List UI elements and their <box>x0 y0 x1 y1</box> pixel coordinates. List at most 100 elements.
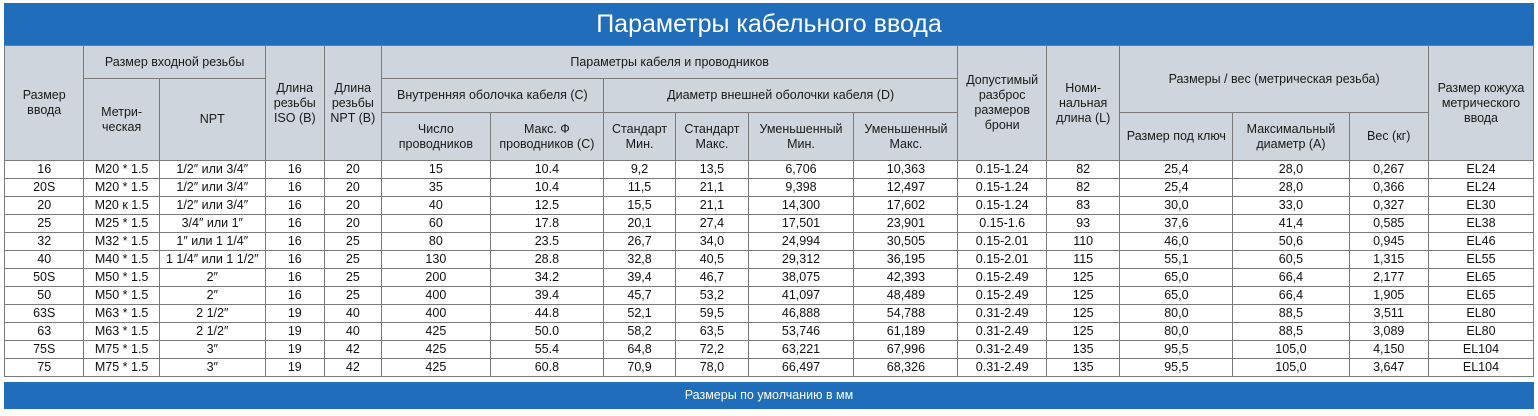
table-cell: 0.31-2.49 <box>957 304 1047 323</box>
table-title: Параметры кабельного ввода <box>4 3 1534 45</box>
table-cell: M75 * 1.5 <box>83 340 160 359</box>
table-cell: EL38 <box>1427 214 1535 233</box>
table-cell: 52,1 <box>602 304 677 323</box>
table-cell: 1 1/4″ или 1 1/2″ <box>158 250 266 269</box>
table-cell: 10,363 <box>853 160 959 179</box>
table-cell: M40 * 1.5 <box>83 250 160 269</box>
table-row: 20 M20 к 1.5 1/2″ или 3/4″ 16 20 40 12.5 15,5 21… <box>3 196 1535 215</box>
header-max-conductor-dia: Макс. Ф проводников (C) <box>489 112 604 161</box>
table-cell: 82 <box>1045 178 1121 197</box>
table-cell: 88,5 <box>1232 322 1350 341</box>
table-cell: 2,177 <box>1348 268 1429 287</box>
table-cell: EL24 <box>1427 160 1535 179</box>
table-cell: M63 * 1.5 <box>83 304 160 323</box>
table-cell: 0,585 <box>1348 214 1429 233</box>
table-cell: 0,267 <box>1348 160 1429 179</box>
table-cell: 46,888 <box>747 304 855 323</box>
table-cell: 16 <box>264 232 325 251</box>
table-cell: 54,788 <box>853 304 959 323</box>
header-outer-sheath-group: Диаметр внешней оболочки кабеля (D) <box>602 78 959 113</box>
units-note: Размеры по умолчанию в мм <box>4 382 1534 409</box>
table-cell: M50 * 1.5 <box>83 268 160 287</box>
table-cell: 1,315 <box>1348 250 1429 269</box>
table-cell: 16 <box>264 214 325 233</box>
table-cell: 0.15-2.01 <box>957 250 1047 269</box>
table-cell: 42 <box>323 340 382 359</box>
table-cell: 1″ или 1 1/4″ <box>158 232 266 251</box>
table-cell: 0.15-2.49 <box>957 268 1047 287</box>
table-cell: 36,195 <box>853 250 959 269</box>
header-npt: NPT <box>158 78 266 161</box>
table-cell: 66,497 <box>747 358 855 377</box>
table-cell: 88,5 <box>1232 304 1350 323</box>
header-conductor-count: Число проводников <box>380 112 491 161</box>
table-cell: 0.15-1.24 <box>957 178 1047 197</box>
table-cell: 16 <box>264 250 325 269</box>
table-cell: 30,505 <box>853 232 959 251</box>
table-cell: 61,189 <box>853 322 959 341</box>
table-cell: M20 * 1.5 <box>83 178 160 197</box>
table-row: 40 M40 * 1.5 1 1/4″ или 1 1/2″ 16 25 130 28.8 3… <box>3 250 1535 269</box>
table-cell: 40 <box>323 304 382 323</box>
table-cell: 41,097 <box>747 286 855 305</box>
table-cell: 4,150 <box>1348 340 1429 359</box>
table-cell: 25,4 <box>1119 160 1234 179</box>
table-cell: 17,602 <box>853 196 959 215</box>
table-cell: 20 <box>323 214 382 233</box>
table-cell: 50.0 <box>489 322 604 341</box>
table-cell: 66,4 <box>1232 286 1350 305</box>
table-cell: 38,075 <box>747 268 855 287</box>
table-cell: 33,0 <box>1232 196 1350 215</box>
table-cell: 15 <box>380 160 491 179</box>
table-cell: 46,0 <box>1119 232 1234 251</box>
table-cell: 12,497 <box>853 178 959 197</box>
table-cell: 63 <box>3 322 85 341</box>
table-cell: 42,393 <box>853 268 959 287</box>
table-cell: 135 <box>1045 340 1121 359</box>
table-cell: 28.8 <box>489 250 604 269</box>
table-cell: 83 <box>1045 196 1121 215</box>
table-cell: 0.31-2.49 <box>957 358 1047 377</box>
header-cable-group: Параметры кабеля и проводников <box>380 45 959 79</box>
table-cell: 63,221 <box>747 340 855 359</box>
table-cell: 400 <box>380 304 491 323</box>
table-cell: 20 <box>323 160 382 179</box>
table-cell: 12.5 <box>489 196 604 215</box>
table-cell: 425 <box>380 340 491 359</box>
table-cell: 95,5 <box>1119 340 1234 359</box>
table-cell: 50S <box>3 268 85 287</box>
header-weight: Вес (кг) <box>1348 112 1429 161</box>
table-cell: 105,0 <box>1232 340 1350 359</box>
table-cell: 28,0 <box>1232 178 1350 197</box>
table-cell: 125 <box>1045 286 1121 305</box>
table-cell: 64,8 <box>602 340 677 359</box>
table-cell: 59,5 <box>675 304 749 323</box>
header-dims-group: Размеры / вес (метрическая резьба) <box>1119 45 1429 113</box>
table-cell: 53,746 <box>747 322 855 341</box>
table-cell: EL80 <box>1427 322 1535 341</box>
table-cell: 35 <box>380 178 491 197</box>
table-cell: 66,4 <box>1232 268 1350 287</box>
header-nominal-length: Номи-нальная длина (L) <box>1045 45 1121 161</box>
header-armor-range: Допустимый разброс размеров брони <box>957 45 1047 161</box>
table-cell: 1/2″ или 3/4″ <box>158 160 266 179</box>
table-cell: 25 <box>323 268 382 287</box>
table-cell: M20 * 1.5 <box>83 160 160 179</box>
table-cell: 20 <box>323 178 382 197</box>
table-cell: 63,5 <box>675 322 749 341</box>
table-cell: 3,089 <box>1348 322 1429 341</box>
table-cell: 16 <box>264 160 325 179</box>
table-cell: 40 <box>380 196 491 215</box>
table-cell: M50 * 1.5 <box>83 286 160 305</box>
table-cell: 93 <box>1045 214 1121 233</box>
table-cell: 25 <box>323 250 382 269</box>
table-cell: M75 * 1.5 <box>83 358 160 377</box>
table-cell: 21,1 <box>675 196 749 215</box>
table-cell: 45,7 <box>602 286 677 305</box>
table-cell: 68,326 <box>853 358 959 377</box>
header-iso-length: Длина резьбы ISO (B) <box>264 45 325 161</box>
table-row: 16 M20 * 1.5 1/2″ или 3/4″ 16 20 15 10.4 9,2 13,… <box>3 160 1535 179</box>
table-cell: 1,905 <box>1348 286 1429 305</box>
table-cell: 0,327 <box>1348 196 1429 215</box>
table-cell: 0.15-2.01 <box>957 232 1047 251</box>
